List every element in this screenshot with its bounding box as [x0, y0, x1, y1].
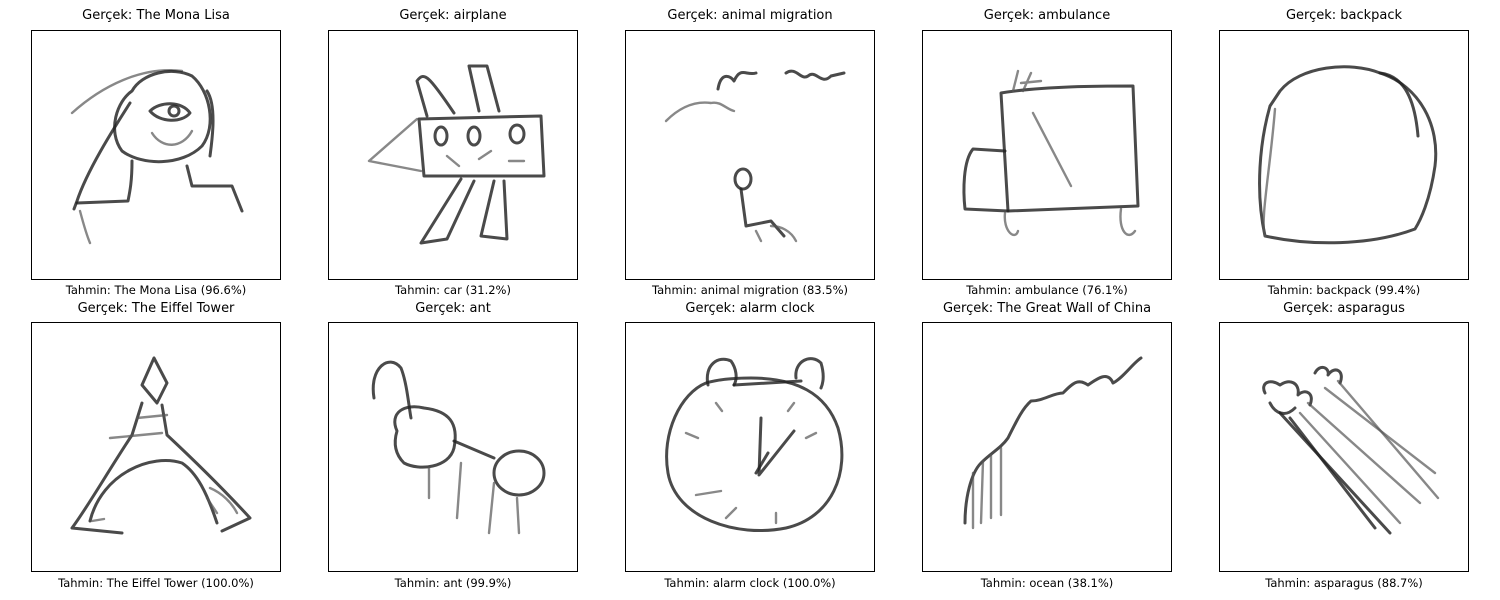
eiffel-tower-sketch-icon [70, 356, 252, 535]
panel-caption: Tahmin: car (31.2%) [395, 283, 511, 297]
panel-caption: Tahmin: backpack (99.4%) [1267, 283, 1421, 297]
panel-caption: Tahmin: The Mona Lisa (96.6%) [65, 283, 247, 297]
ant-sketch-icon [371, 360, 546, 535]
sketch-frame [328, 322, 578, 572]
sketch-frame [1219, 322, 1469, 572]
panel-caption: Tahmin: ant (99.9%) [394, 576, 512, 590]
sketch-frame [1219, 30, 1469, 280]
panel-title: Gerçek: The Mona Lisa [82, 8, 230, 23]
great-wall-sketch-icon [963, 356, 1143, 530]
sketch-frame [922, 322, 1172, 572]
mona-lisa-sketch-icon [70, 69, 244, 245]
alarm-clock-sketch-icon [665, 357, 844, 533]
panel-title: Gerçek: ambulance [983, 8, 1111, 23]
panel-caption: Tahmin: The Eiffel Tower (100.0%) [58, 576, 254, 590]
panel-caption: Tahmin: ambulance (76.1%) [966, 283, 1128, 297]
panel-title: Gerçek: The Eiffel Tower [77, 301, 235, 316]
airplane-sketch-icon [367, 64, 546, 245]
panel-caption: Tahmin: asparagus (88.7%) [1265, 576, 1423, 590]
sketch-frame [31, 322, 281, 572]
sketch-frame [922, 30, 1172, 280]
panel-title: Gerçek: ant [415, 301, 491, 316]
panel-title: Gerçek: asparagus [1283, 301, 1405, 316]
asparagus-sketch-icon [1262, 365, 1440, 535]
backpack-sketch-icon [1258, 65, 1438, 245]
sketch-frame [328, 30, 578, 280]
panel-caption: Tahmin: animal migration (83.5%) [652, 283, 848, 297]
panel-title: Gerçek: backpack [1285, 8, 1403, 23]
sketch-frame [625, 322, 875, 572]
sketch-frame [31, 30, 281, 280]
panel-title: Gerçek: airplane [399, 8, 507, 23]
panel-title: Gerçek: alarm clock [685, 301, 815, 316]
animal-migration-sketch-icon [664, 69, 846, 243]
panel-title: Gerçek: animal migration [667, 8, 833, 23]
ambulance-sketch-icon [962, 69, 1140, 237]
panel-caption: Tahmin: alarm clock (100.0%) [664, 576, 836, 590]
panel-title: Gerçek: The Great Wall of China [942, 301, 1152, 316]
panel-caption: Tahmin: ocean (38.1%) [980, 576, 1114, 590]
sketch-frame [625, 30, 875, 280]
